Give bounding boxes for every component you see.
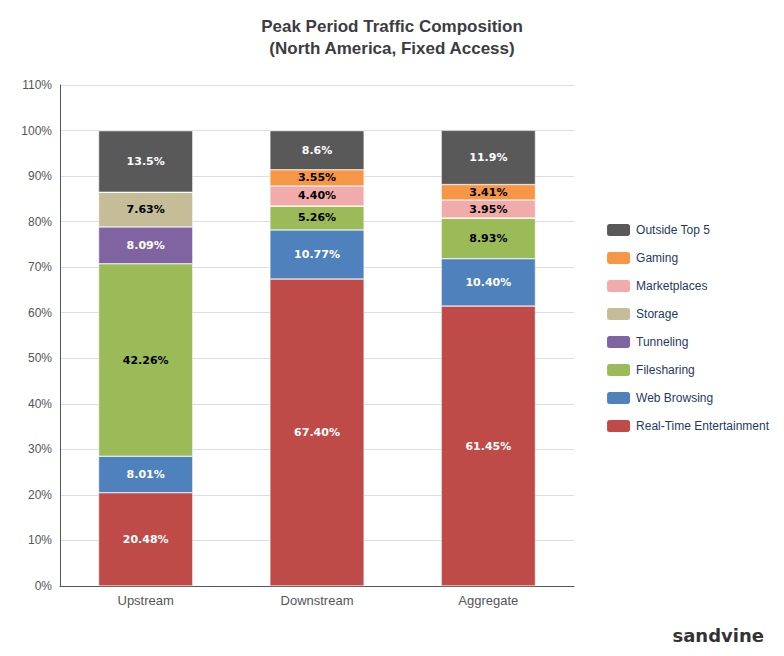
svg-text:Real-Time Entertainment: Real-Time Entertainment <box>636 419 770 433</box>
svg-text:42.26%: 42.26% <box>123 354 169 367</box>
svg-text:13.5%: 13.5% <box>127 155 165 168</box>
svg-text:sandvine: sandvine <box>673 625 765 646</box>
svg-text:3.55%: 3.55% <box>298 171 336 184</box>
svg-text:Web Browsing: Web Browsing <box>636 391 713 405</box>
svg-text:7.63%: 7.63% <box>127 203 165 216</box>
svg-text:Tunneling: Tunneling <box>636 335 688 349</box>
svg-text:8.09%: 8.09% <box>127 239 165 252</box>
svg-text:80%: 80% <box>28 215 52 229</box>
svg-text:10%: 10% <box>28 533 52 547</box>
svg-text:10.40%: 10.40% <box>465 276 511 289</box>
svg-text:90%: 90% <box>28 169 52 183</box>
svg-text:40%: 40% <box>28 397 52 411</box>
svg-text:8.01%: 8.01% <box>127 468 165 481</box>
svg-text:110%: 110% <box>22 78 52 92</box>
svg-text:Peak Period Traffic Compositio: Peak Period Traffic Composition <box>261 17 523 36</box>
svg-text:10.77%: 10.77% <box>294 248 340 261</box>
svg-text:0%: 0% <box>35 579 53 593</box>
svg-text:Upstream: Upstream <box>117 593 173 608</box>
svg-text:20%: 20% <box>28 488 52 502</box>
svg-text:Outside Top 5: Outside Top 5 <box>636 223 710 237</box>
svg-text:30%: 30% <box>28 442 52 456</box>
svg-text:100%: 100% <box>21 124 52 138</box>
svg-text:8.93%: 8.93% <box>469 232 507 245</box>
svg-text:(North America, Fixed Access): (North America, Fixed Access) <box>269 39 514 58</box>
svg-text:11.9%: 11.9% <box>469 151 507 164</box>
svg-text:Filesharing: Filesharing <box>636 363 695 377</box>
svg-text:3.95%: 3.95% <box>469 203 507 216</box>
svg-text:4.40%: 4.40% <box>298 189 336 202</box>
svg-text:Aggregate: Aggregate <box>458 593 518 608</box>
svg-text:61.45%: 61.45% <box>465 440 511 453</box>
svg-text:70%: 70% <box>28 260 52 274</box>
svg-text:Gaming: Gaming <box>636 251 678 265</box>
svg-text:8.6%: 8.6% <box>302 144 333 157</box>
svg-text:5.26%: 5.26% <box>298 211 336 224</box>
svg-text:Storage: Storage <box>636 307 678 321</box>
svg-text:67.40%: 67.40% <box>294 426 340 439</box>
svg-text:60%: 60% <box>28 306 52 320</box>
svg-text:Downstream: Downstream <box>281 593 354 608</box>
svg-text:50%: 50% <box>28 351 52 365</box>
svg-text:Marketplaces: Marketplaces <box>636 279 707 293</box>
svg-text:3.41%: 3.41% <box>469 186 507 199</box>
svg-text:20.48%: 20.48% <box>123 533 169 546</box>
